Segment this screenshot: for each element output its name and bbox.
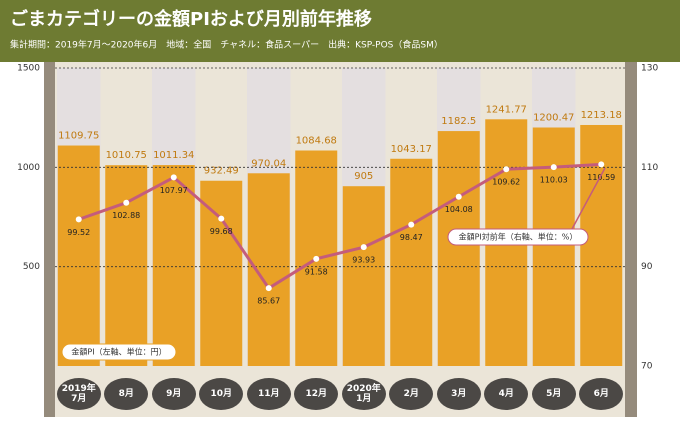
line-point [408, 221, 415, 228]
x-tick-label: 4月 [484, 378, 529, 410]
line-point [313, 255, 320, 262]
x-tick-label: 2020年 1月 [341, 378, 386, 410]
line-point [123, 199, 130, 206]
line-value-label: 93.93 [352, 256, 375, 265]
bar-value-label: 905 [354, 171, 373, 182]
y2-tick-label: 110 [641, 163, 658, 173]
legend-label: 金額PI（左軸、単位：円） [71, 347, 166, 357]
line-point [170, 174, 177, 181]
bar [437, 131, 480, 366]
line-value-label: 99.52 [67, 228, 90, 237]
line-value-label: 110.03 [540, 176, 568, 185]
x-tick-label: 8月 [104, 378, 149, 410]
line-value-label: 98.47 [400, 233, 423, 242]
line-value-label: 91.58 [305, 267, 328, 276]
x-tick-label: 6月 [579, 378, 624, 410]
line-point [218, 215, 225, 222]
x-tick-label: 5月 [531, 378, 576, 410]
line-point [550, 164, 557, 171]
x-tick-label: 2019年 7月 [56, 378, 101, 410]
bar [390, 158, 433, 366]
bar-value-label: 1010.75 [106, 150, 147, 161]
y2-tick-label: 70 [641, 362, 653, 372]
bar-value-label: 1241.77 [486, 104, 527, 115]
bar [580, 124, 623, 367]
legend-box [61, 343, 177, 361]
bar-value-label: 1109.75 [58, 131, 99, 142]
bar [105, 165, 148, 366]
line-value-label: 85.67 [257, 297, 280, 306]
x-tick-label: 2月 [389, 378, 434, 410]
x-tick-label: 9月 [151, 378, 196, 410]
legend-box [447, 228, 589, 246]
bar-value-label: 1011.34 [153, 150, 194, 161]
line-value-label: 99.68 [210, 227, 233, 236]
bar-value-label: 932.49 [204, 166, 239, 177]
bar [57, 145, 100, 366]
line-point [455, 193, 462, 200]
y-tick-label: 500 [23, 262, 40, 272]
header [0, 0, 680, 62]
chart-subtitle: 集計期間：2019年7月～2020年6月 地域：全国 チャネル：食品スーパー 出… [10, 39, 443, 51]
bar [342, 186, 385, 366]
x-tick-label: 11月 [246, 378, 291, 410]
line-value-label: 110.59 [587, 173, 615, 182]
line-point [360, 244, 367, 251]
bar [200, 180, 243, 366]
legend-pointer [571, 167, 606, 230]
line-point [503, 166, 510, 173]
line [78, 162, 602, 291]
line-point [598, 161, 605, 168]
bar-value-label: 1043.17 [391, 144, 432, 155]
line-point [265, 285, 272, 292]
bar-value-label: 1182.5 [441, 116, 476, 127]
legend-label: 金額PI対前年（右軸、単位：%） [459, 232, 578, 242]
bar [247, 173, 290, 366]
bar [532, 127, 575, 367]
y-tick-label: 1500 [17, 64, 40, 74]
line-value-label: 107.97 [160, 186, 188, 195]
line-point [75, 216, 82, 223]
side-strip [44, 62, 55, 417]
chart-title: ごまカテゴリーの金額PIおよび月別前年推移 [10, 8, 372, 30]
bar-value-label: 1084.68 [296, 136, 337, 147]
bar-value-label: 1213.18 [581, 110, 622, 121]
line-value-label: 104.08 [445, 205, 473, 214]
line-value-label: 109.62 [492, 178, 520, 187]
x-tick-label: 3月 [436, 378, 481, 410]
y-tick-label: 1000 [17, 163, 40, 173]
bar-value-label: 1200.47 [533, 113, 574, 124]
x-tick-label: 10月 [199, 378, 244, 410]
x-tick-label: 12月 [294, 378, 339, 410]
bar-value-label: 970.04 [251, 158, 286, 169]
bar [152, 165, 195, 366]
y2-tick-label: 130 [641, 64, 658, 74]
y2-tick-label: 90 [641, 262, 653, 272]
line-value-label: 102.88 [112, 211, 140, 220]
side-strip [625, 62, 637, 417]
